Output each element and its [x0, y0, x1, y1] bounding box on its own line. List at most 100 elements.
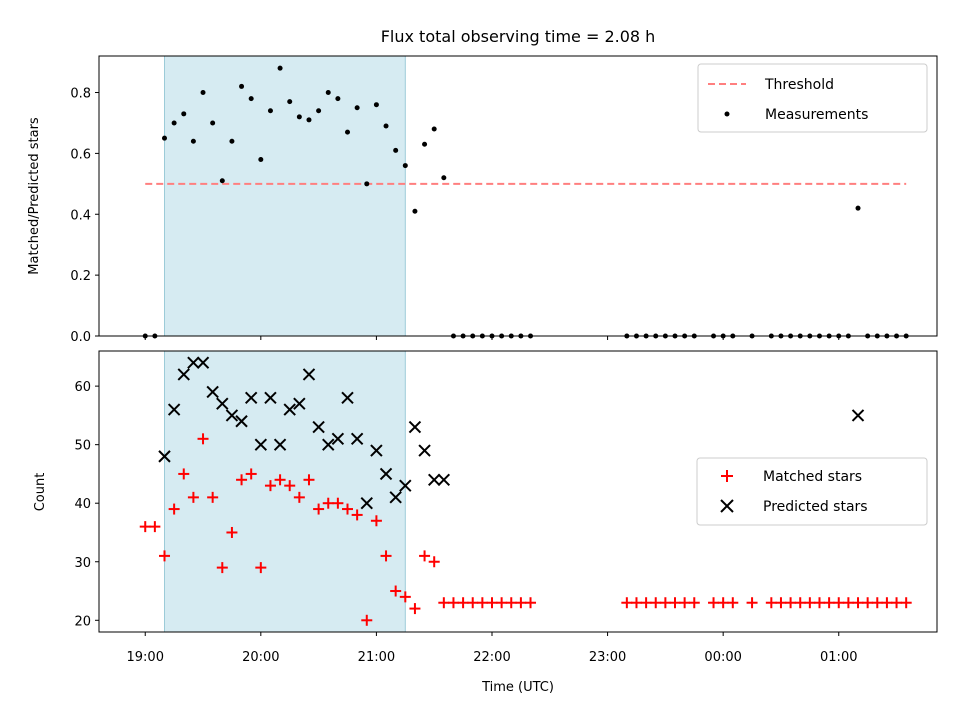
- predicted-star-point: [235, 415, 248, 428]
- predicted-star-stroke-b: [370, 444, 383, 457]
- predicted-star-stroke-b: [283, 403, 296, 416]
- measurement-point: [190, 138, 196, 144]
- x-tick-label: 23:00: [589, 650, 626, 665]
- measurement-point: [210, 120, 216, 126]
- predicted-star-stroke-b: [235, 415, 248, 428]
- measurement-point: [364, 181, 370, 187]
- predicted-star-point: [350, 432, 364, 446]
- matched-star-point: [168, 503, 180, 515]
- y-axis-label-bottom: Count: [33, 473, 48, 512]
- matched-star-point: [226, 526, 238, 538]
- predicted-star-point: [206, 385, 219, 399]
- predicted-star-point: [177, 368, 190, 381]
- predicted-star-point: [167, 403, 181, 416]
- predicted-star-point: [322, 438, 335, 451]
- legend-measurements-swatch: [724, 111, 730, 117]
- predicted-star-point: [273, 438, 287, 451]
- matched-star-point: [274, 474, 286, 486]
- predicted-star-point: [341, 391, 354, 405]
- predicted-star-stroke-b: [379, 467, 393, 481]
- y-tick-label: 30: [74, 556, 91, 571]
- matched-star-point: [467, 597, 479, 609]
- legend-threshold-label: Threshold: [764, 77, 834, 93]
- measurement-point: [383, 123, 389, 129]
- measurement-point: [373, 102, 379, 108]
- y-tick-label: 20: [74, 614, 91, 629]
- matched-star-point: [158, 550, 170, 562]
- y-tick-label: 0.8: [70, 87, 91, 102]
- legend-matched-swatch: [721, 470, 733, 482]
- matched-star-point: [409, 603, 421, 615]
- matched-star-point: [881, 597, 893, 609]
- matched-star-point: [342, 503, 354, 515]
- predicted-star-stroke-b: [360, 497, 373, 510]
- y-tick-label: 40: [74, 497, 91, 512]
- measurement-point: [200, 90, 206, 96]
- matched-star-point: [293, 491, 305, 503]
- x-tick-label: 20:00: [242, 650, 279, 665]
- measurement-point: [354, 105, 360, 111]
- matched-star-point: [891, 597, 903, 609]
- matched-star-point: [621, 597, 633, 609]
- matched-star-point: [245, 468, 257, 480]
- predicted-star-point: [283, 403, 296, 416]
- y-tick-label: 60: [74, 380, 91, 395]
- predicted-star-stroke-b: [350, 432, 364, 446]
- measurement-point: [287, 99, 293, 105]
- matched-star-point: [447, 597, 459, 609]
- predicted-star-point: [244, 391, 258, 405]
- matched-star-point: [515, 597, 527, 609]
- matched-star-point: [216, 562, 228, 574]
- observing-span-bottom: [163, 350, 406, 633]
- predicted-star-stroke-b: [851, 409, 865, 422]
- predicted-star-stroke-b: [408, 420, 422, 434]
- matched-star-point: [823, 597, 835, 609]
- matched-star-point: [525, 597, 537, 609]
- matched-star-point: [505, 597, 517, 609]
- x-axis-ticks-top: [144, 336, 840, 340]
- matched-star-point: [717, 597, 729, 609]
- matched-star-point: [852, 597, 864, 609]
- legend-measurements-label: Measurements: [765, 107, 868, 123]
- count-points: [139, 356, 912, 626]
- y-axis-ticks-top: 0.0 0.2 0.4 0.6 0.8: [70, 87, 99, 345]
- predicted-star-point: [331, 432, 345, 446]
- matched-star-point: [785, 597, 797, 609]
- predicted-star-point: [360, 497, 373, 510]
- matched-star-point: [679, 597, 691, 609]
- matched-star-point: [659, 597, 671, 609]
- matched-star-point: [457, 597, 469, 609]
- legend-predicted-swatch: [720, 499, 734, 513]
- measurement-point: [316, 108, 322, 114]
- predicted-star-point: [293, 397, 306, 410]
- matched-star-point: [813, 597, 825, 609]
- measurement-point: [325, 90, 331, 96]
- legend-matched-label: Matched stars: [763, 469, 862, 485]
- predicted-star-stroke-b: [312, 420, 325, 434]
- matched-star-point: [139, 521, 151, 533]
- measurement-point: [248, 96, 254, 102]
- matched-star-point: [187, 491, 199, 503]
- predicted-star-stroke-b: [167, 403, 181, 416]
- matched-star-point: [688, 597, 700, 609]
- matched-star-point: [496, 597, 508, 609]
- matched-star-point: [640, 597, 652, 609]
- matched-star-point: [486, 597, 498, 609]
- legend-predicted-label: Predicted stars: [763, 499, 868, 515]
- y-axis-ticks-bottom: 20 30 40 50 60: [74, 380, 99, 629]
- matched-star-point: [419, 550, 431, 562]
- measurement-point: [171, 120, 177, 126]
- predicted-star-stroke-b: [399, 479, 412, 492]
- matched-star-point: [197, 433, 209, 445]
- observing-span-top: [163, 55, 406, 337]
- y-tick-label: 0.4: [70, 208, 91, 223]
- predicted-star-point: [187, 356, 200, 369]
- predicted-star-point: [399, 479, 412, 492]
- matched-star-point: [236, 474, 248, 486]
- matched-star-point: [428, 556, 440, 568]
- predicted-star-point: [216, 397, 229, 410]
- predicted-star-point: [196, 356, 210, 369]
- predicted-star-point: [408, 420, 422, 434]
- matched-star-point: [900, 597, 912, 609]
